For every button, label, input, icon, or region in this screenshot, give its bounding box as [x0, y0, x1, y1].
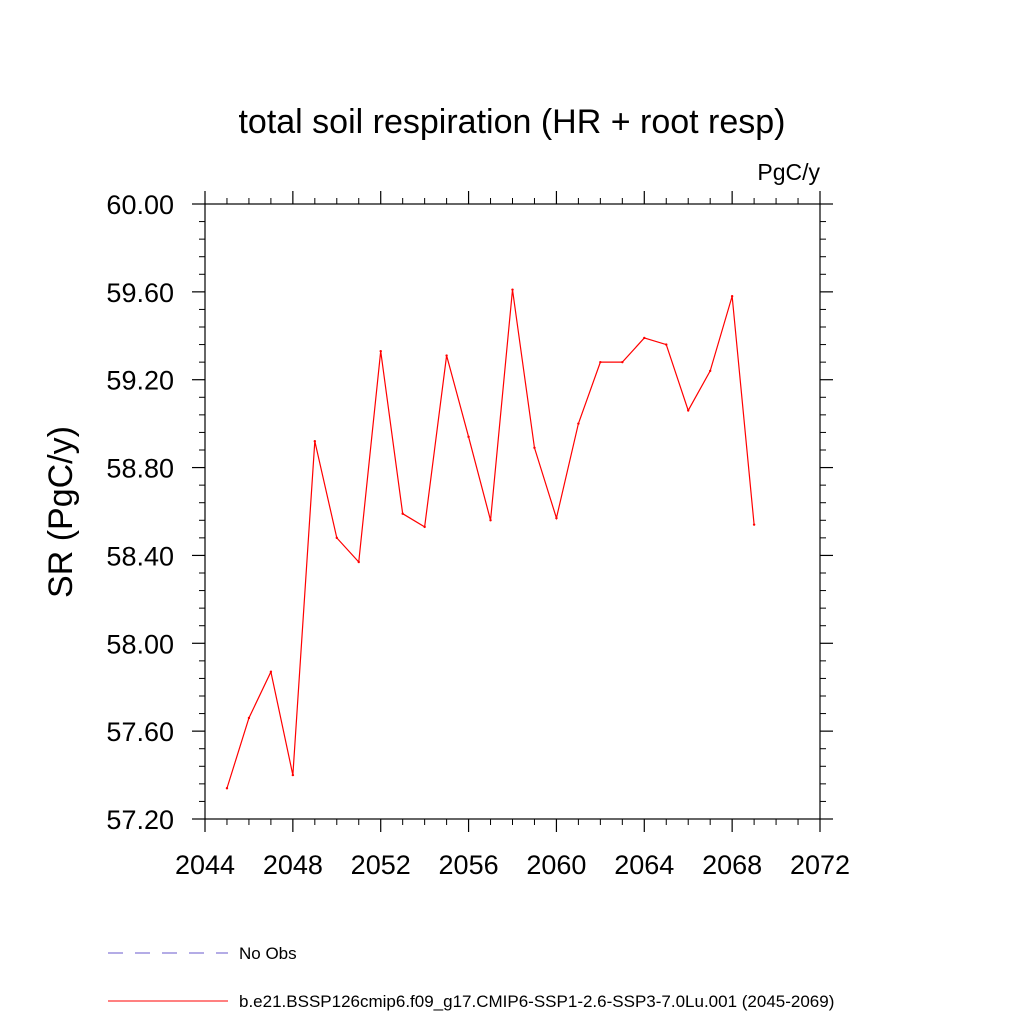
series-layer	[225, 288, 756, 790]
data-point	[708, 369, 712, 373]
y-axis-label: SR (PgC/y)	[42, 426, 80, 598]
data-point	[225, 787, 229, 790]
legend: No Obs b.e21.BSSP126cmip6.f09_g17.CMIP6-S…	[108, 944, 834, 1011]
x-tick-label: 2052	[351, 850, 411, 880]
data-point	[577, 422, 580, 425]
data-point	[621, 360, 624, 364]
data-point	[511, 288, 514, 291]
data-point	[489, 519, 492, 522]
data-point	[643, 336, 646, 340]
y-tick-label: 59.20	[106, 366, 174, 396]
data-point	[665, 343, 668, 346]
y-tick-label: 57.20	[106, 805, 174, 835]
chart-title: total soil respiration (HR + root resp)	[238, 103, 785, 141]
data-point	[379, 349, 382, 353]
data-point	[445, 354, 448, 357]
x-tick-label: 2068	[702, 850, 762, 880]
data-point	[269, 670, 273, 674]
data-point	[687, 409, 690, 412]
y-tick-label: 60.00	[106, 190, 174, 220]
x-tick-label: 2048	[263, 850, 323, 880]
units-label: PgC/y	[757, 159, 820, 185]
x-tick-label: 2064	[614, 850, 674, 880]
data-point	[555, 516, 558, 520]
y-tick-label: 58.80	[106, 454, 174, 484]
data-point	[423, 525, 426, 529]
series-line	[226, 289, 755, 789]
y-tick-label: 57.60	[106, 717, 174, 747]
data-point	[313, 440, 317, 443]
x-tick-label: 2056	[439, 850, 499, 880]
data-point	[247, 716, 251, 720]
data-point	[401, 512, 404, 515]
x-tick-label: 2044	[175, 850, 235, 880]
data-point	[467, 435, 470, 439]
data-point	[599, 360, 602, 364]
x-tick-label: 2060	[526, 850, 586, 880]
ticks-layer: 2044 2048 2052 2056 2060 2064 2068 2072 57.20 57.…	[106, 190, 850, 880]
y-tick-label: 58.40	[106, 541, 174, 571]
y-tick-label: 59.60	[106, 278, 174, 308]
data-point	[291, 773, 295, 777]
data-point	[357, 560, 360, 564]
legend-label: No Obs	[239, 944, 297, 963]
legend-label: b.e21.BSSP126cmip6.f09_g17.CMIP6-SSP1-2.…	[239, 992, 834, 1011]
plot-frame	[204, 203, 821, 820]
x-tick-label: 2072	[790, 850, 850, 880]
data-point	[533, 446, 536, 449]
data-point	[730, 295, 734, 298]
data-point	[335, 536, 338, 540]
y-tick-label: 58.00	[106, 629, 174, 659]
data-point	[752, 523, 756, 526]
